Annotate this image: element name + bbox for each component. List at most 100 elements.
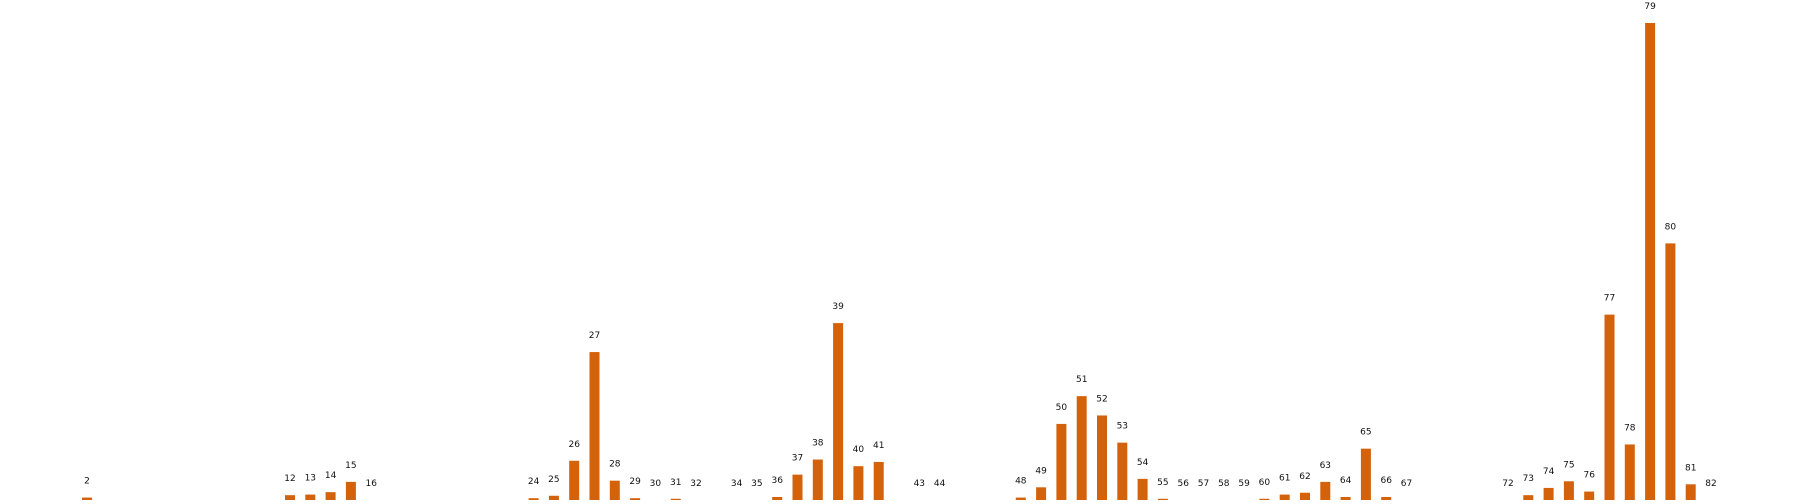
bar-label-52: 52 bbox=[1096, 394, 1107, 404]
bar-label-41: 41 bbox=[873, 441, 884, 451]
bar-label-43: 43 bbox=[914, 479, 925, 489]
bar-label-79: 79 bbox=[1644, 2, 1656, 12]
bars-layer bbox=[82, 23, 1696, 500]
bar-label-24: 24 bbox=[528, 477, 540, 487]
bar-24 bbox=[528, 498, 539, 500]
bar-50 bbox=[1056, 423, 1067, 500]
bar-31 bbox=[670, 498, 681, 500]
bar-label-29: 29 bbox=[629, 477, 641, 487]
bar-81 bbox=[1685, 484, 1696, 500]
bar-label-57: 57 bbox=[1198, 479, 1209, 489]
bar-26 bbox=[569, 460, 580, 500]
bar-label-63: 63 bbox=[1320, 461, 1331, 471]
bar-label-66: 66 bbox=[1380, 476, 1392, 486]
bar-label-76: 76 bbox=[1583, 471, 1595, 481]
bar-label-44: 44 bbox=[934, 479, 946, 489]
bar-label-25: 25 bbox=[548, 475, 559, 485]
bar-label-35: 35 bbox=[751, 479, 762, 489]
bar-label-49: 49 bbox=[1035, 466, 1047, 476]
bar-label-37: 37 bbox=[792, 454, 803, 464]
bar-78 bbox=[1624, 444, 1635, 500]
bar-label-59: 59 bbox=[1238, 479, 1250, 489]
bar-36 bbox=[772, 496, 783, 500]
bar-62 bbox=[1300, 492, 1310, 500]
bar-label-15: 15 bbox=[345, 461, 356, 471]
bar-label-51: 51 bbox=[1076, 375, 1087, 385]
bar-39 bbox=[833, 323, 844, 500]
bar-label-74: 74 bbox=[1543, 467, 1555, 477]
bar-label-80: 80 bbox=[1665, 222, 1677, 232]
bar-label-77: 77 bbox=[1604, 294, 1615, 304]
bar-80 bbox=[1665, 243, 1676, 500]
bar-label-55: 55 bbox=[1157, 478, 1168, 488]
bar-label-60: 60 bbox=[1259, 478, 1271, 488]
bar-label-72: 72 bbox=[1502, 479, 1513, 489]
bar-label-16: 16 bbox=[365, 479, 377, 489]
bar-label-31: 31 bbox=[670, 478, 681, 488]
bar-48 bbox=[1015, 497, 1026, 500]
bar-61 bbox=[1279, 494, 1290, 500]
bar-15 bbox=[345, 481, 356, 500]
bar-66 bbox=[1381, 496, 1392, 500]
bar-label-75: 75 bbox=[1563, 460, 1574, 470]
bar-label-53: 53 bbox=[1117, 422, 1128, 432]
bar-63 bbox=[1320, 481, 1331, 500]
bar-label-78: 78 bbox=[1624, 423, 1636, 433]
bar-79 bbox=[1645, 23, 1656, 500]
bar-label-73: 73 bbox=[1523, 474, 1534, 484]
bar-65 bbox=[1360, 448, 1371, 500]
bar-label-28: 28 bbox=[609, 460, 621, 470]
bar-label-64: 64 bbox=[1340, 476, 1352, 486]
bar-27 bbox=[589, 352, 600, 500]
bar-51 bbox=[1076, 396, 1087, 500]
bar-label-48: 48 bbox=[1015, 477, 1027, 487]
bar-label-13: 13 bbox=[305, 474, 316, 484]
bar-label-27: 27 bbox=[589, 331, 600, 341]
bar-49 bbox=[1036, 487, 1047, 500]
bar-label-58: 58 bbox=[1218, 479, 1230, 489]
bar-label-54: 54 bbox=[1137, 458, 1149, 468]
bar-37 bbox=[792, 474, 803, 500]
bar-label-62: 62 bbox=[1299, 472, 1310, 482]
bar-38 bbox=[812, 459, 823, 500]
bar-label-14: 14 bbox=[325, 471, 337, 481]
bar-label-36: 36 bbox=[771, 476, 783, 486]
data-labels-layer: 2 12 13 14 15 16 24 25 26 27 28 29 30 31 32 34 35 36 37 38 3… bbox=[84, 2, 1717, 489]
bar-label-12: 12 bbox=[284, 474, 295, 484]
bar-13 bbox=[305, 494, 316, 500]
bar-41 bbox=[873, 461, 884, 500]
bar-2 bbox=[82, 497, 92, 500]
bar-25 bbox=[548, 495, 559, 500]
bar-77 bbox=[1604, 314, 1615, 500]
bar-label-50: 50 bbox=[1056, 403, 1068, 413]
bar-label-61: 61 bbox=[1279, 474, 1290, 484]
bar-76 bbox=[1584, 491, 1595, 500]
bar-54 bbox=[1137, 478, 1148, 500]
bar-label-38: 38 bbox=[812, 439, 824, 449]
bar-label-81: 81 bbox=[1685, 463, 1696, 473]
bar-64 bbox=[1340, 496, 1351, 500]
bar-label-39: 39 bbox=[832, 302, 844, 312]
bar-40 bbox=[853, 466, 864, 500]
bar-12 bbox=[285, 495, 295, 500]
bar-label-26: 26 bbox=[568, 440, 580, 450]
bar-74 bbox=[1543, 487, 1554, 500]
bar-label-82: 82 bbox=[1705, 479, 1716, 489]
bar-label-40: 40 bbox=[853, 445, 865, 455]
bar-label-34: 34 bbox=[731, 479, 743, 489]
bar-28 bbox=[609, 480, 620, 500]
bar-label-56: 56 bbox=[1177, 479, 1189, 489]
bar-label-2: 2 bbox=[84, 477, 90, 487]
bar-label-65: 65 bbox=[1360, 428, 1371, 438]
bar-75 bbox=[1563, 481, 1574, 500]
bar-29 bbox=[630, 498, 641, 500]
bar-label-67: 67 bbox=[1401, 479, 1412, 489]
bar-label-32: 32 bbox=[690, 479, 701, 489]
bar-60 bbox=[1259, 498, 1270, 500]
bar-55 bbox=[1157, 498, 1168, 500]
bar-label-30: 30 bbox=[650, 479, 662, 489]
bar-52 bbox=[1097, 415, 1107, 500]
bar-73 bbox=[1523, 495, 1534, 500]
